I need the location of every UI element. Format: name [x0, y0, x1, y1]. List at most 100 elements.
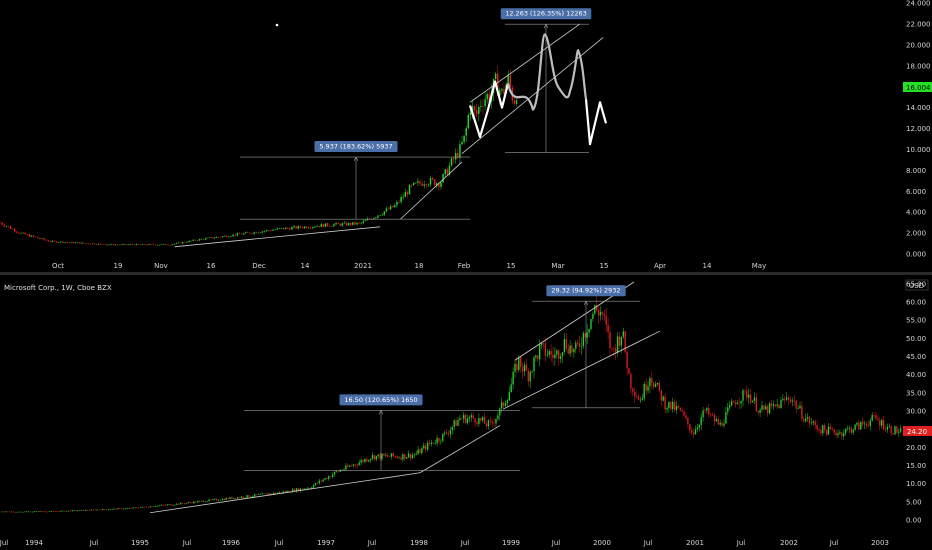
- top-candle: [116, 244, 119, 246]
- bottom-candle: [98, 509, 100, 511]
- bottom-candle: [782, 398, 784, 401]
- bottom-candle: [533, 357, 535, 372]
- bottom-chart-panel[interactable]: Microsoft Corp., 1W, Cboe BZX USD 16.50 …: [0, 279, 932, 547]
- bottom-candle: [862, 421, 864, 425]
- top-candle: [328, 225, 331, 227]
- top-candle: [221, 236, 224, 238]
- bottom-candle: [666, 407, 668, 410]
- bottom-candle: [841, 432, 843, 437]
- bottom-candle: [90, 509, 92, 511]
- top-candle: [114, 244, 117, 246]
- bottom-candle: [371, 455, 374, 459]
- top-candle: [236, 233, 239, 236]
- bottom-candle: [664, 396, 666, 410]
- top-candle: [316, 226, 318, 227]
- bottom-candle: [717, 419, 719, 425]
- bottom-candle: [387, 455, 389, 457]
- bottom-candle: [159, 505, 161, 507]
- top-candle: [486, 94, 488, 100]
- bottom-candle: [675, 405, 678, 411]
- bottom-candle: [388, 456, 391, 458]
- bottom-candle: [455, 420, 457, 426]
- bottom-candle: [52, 511, 54, 512]
- bottom-candle: [727, 407, 729, 413]
- top-candle: [331, 226, 333, 227]
- bottom-candle: [206, 501, 208, 502]
- bottom-candle: [339, 470, 341, 472]
- bottom-candle: [649, 378, 651, 387]
- bottom-candle: [867, 425, 870, 427]
- top-time-axis[interactable]: Oct 19 Nov 16 Dec 14 2021 18 Feb 15 Mar 15 Apr 14 May: [52, 262, 766, 270]
- bottom-candle: [877, 418, 879, 421]
- channel-lower-line: [502, 330, 661, 410]
- top-candle: [72, 242, 75, 244]
- bottom-time-tick: Jul: [551, 539, 561, 547]
- top-candle: [255, 232, 257, 234]
- panel-separator[interactable]: [0, 272, 932, 275]
- bottom-candle: [54, 511, 56, 512]
- top-candle: [322, 224, 325, 227]
- bottom-candle: [578, 343, 581, 347]
- top-candle: [200, 238, 203, 240]
- bottom-candle: [67, 510, 70, 512]
- top-candle: [146, 244, 148, 246]
- top-candle: [43, 238, 45, 240]
- top-candle: [93, 243, 96, 245]
- bottom-candle: [520, 357, 522, 367]
- bottom-candle: [542, 343, 545, 344]
- bottom-time-tick: 1995: [131, 539, 149, 547]
- bottom-candle: [685, 415, 687, 418]
- bottom-candle: [787, 397, 790, 400]
- bottom-candle: [463, 414, 465, 419]
- bottom-candle: [168, 504, 170, 505]
- top-candle: [64, 242, 66, 243]
- bottom-candle: [820, 430, 822, 434]
- bottom-candle: [506, 400, 509, 404]
- bottom-candle: [580, 346, 583, 347]
- bottom-candle: [354, 464, 357, 466]
- bottom-candle: [645, 384, 647, 391]
- top-candle: [53, 240, 56, 242]
- top-candle: [343, 222, 346, 224]
- symbol-title[interactable]: Microsoft Corp., 1W, Cboe BZX: [4, 284, 112, 292]
- bottom-candle: [586, 332, 588, 338]
- bottom-candle: [692, 432, 695, 435]
- bottom-candle: [512, 371, 514, 385]
- top-candle: [488, 94, 491, 102]
- bottom-candle: [713, 415, 716, 422]
- bottom-candle: [29, 511, 32, 513]
- projection-path-end: [584, 99, 608, 146]
- top-candle: [171, 244, 173, 246]
- bottom-candle: [119, 508, 121, 509]
- bottom-candle: [552, 354, 554, 359]
- bottom-candle: [468, 417, 471, 419]
- bottom-candle: [164, 504, 167, 506]
- top-candle: [410, 184, 413, 186]
- bottom-candle: [26, 511, 28, 513]
- bottom-candle: [698, 424, 700, 428]
- bottom-candle: [483, 417, 486, 424]
- bottom-candle: [592, 313, 594, 319]
- bottom-candle: [774, 404, 776, 406]
- top-candle: [442, 174, 444, 183]
- bottom-candle: [770, 403, 773, 406]
- top-candle: [209, 237, 211, 238]
- bottom-candle: [284, 491, 286, 493]
- bottom-candle: [309, 487, 311, 489]
- bottom-candle: [618, 336, 621, 346]
- bottom-candle: [48, 511, 51, 513]
- top-candle: [379, 215, 381, 216]
- bottom-candle: [312, 485, 315, 488]
- bottom-candle: [250, 496, 252, 498]
- bottom-candle: [491, 421, 493, 423]
- bottom-candle: [170, 504, 172, 506]
- top-chart-panel[interactable]: 5.937 (183.62%) 5937 12.263 (126.35%) 122…: [0, 0, 932, 270]
- top-candle: [450, 158, 453, 166]
- bottom-time-axis[interactable]: Jul 1994 Jul 1995 Jul 1996 Jul 1997 Jul 1998 Jul 19…: [0, 539, 889, 547]
- top-candle: [457, 153, 459, 158]
- bottom-candle: [751, 400, 754, 403]
- top-candle: [276, 228, 278, 230]
- bottom-candle: [324, 478, 326, 480]
- bottom-candle: [162, 504, 165, 506]
